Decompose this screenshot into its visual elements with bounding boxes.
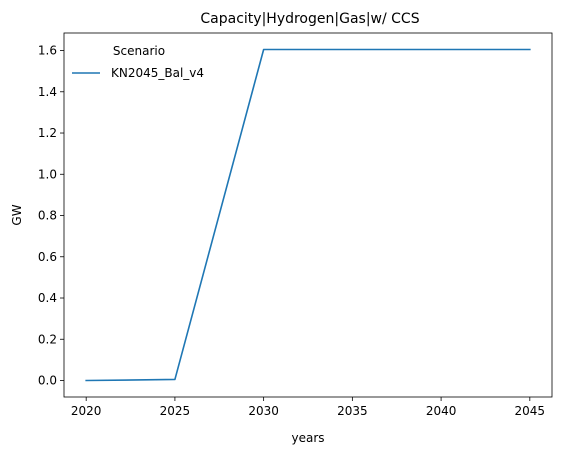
chart-title: Capacity|Hydrogen|Gas|w/ CCS [200, 11, 419, 27]
x-axis-label: years [291, 431, 324, 445]
x-tick-label: 2030 [248, 404, 279, 418]
x-tick-label: 2045 [515, 404, 546, 418]
plot-area [64, 33, 552, 397]
y-axis: 0.0 0.2 0.4 0.6 0.8 1.0 1.2 1.4 1.6 [38, 44, 64, 388]
x-tick-label: 2020 [71, 404, 102, 418]
x-tick-label: 2040 [426, 404, 457, 418]
series-line-0 [85, 48, 531, 382]
legend: Scenario KN2045_Bal_v4 [72, 44, 204, 80]
x-tick-label: 2025 [160, 404, 191, 418]
legend-entry-label: KN2045_Bal_v4 [111, 66, 204, 80]
y-tick-label: 1.0 [38, 167, 57, 181]
y-tick-label: 0.8 [38, 209, 57, 223]
y-tick-label: 1.6 [38, 44, 57, 58]
y-axis-label: GW [10, 204, 24, 225]
legend-title: Scenario [113, 44, 165, 58]
plot-frame [63, 32, 553, 398]
series-layer [85, 48, 531, 382]
y-tick-label: 0.2 [38, 332, 57, 346]
x-axis: 2020 2025 2030 2035 2040 2045 [71, 397, 545, 418]
y-tick-label: 1.2 [38, 126, 57, 140]
y-tick-label: 0.4 [38, 291, 57, 305]
y-tick-label: 0.6 [38, 250, 57, 264]
y-tick-label: 0.0 [38, 374, 57, 388]
x-tick-label: 2035 [337, 404, 368, 418]
y-tick-label: 1.4 [38, 85, 57, 99]
